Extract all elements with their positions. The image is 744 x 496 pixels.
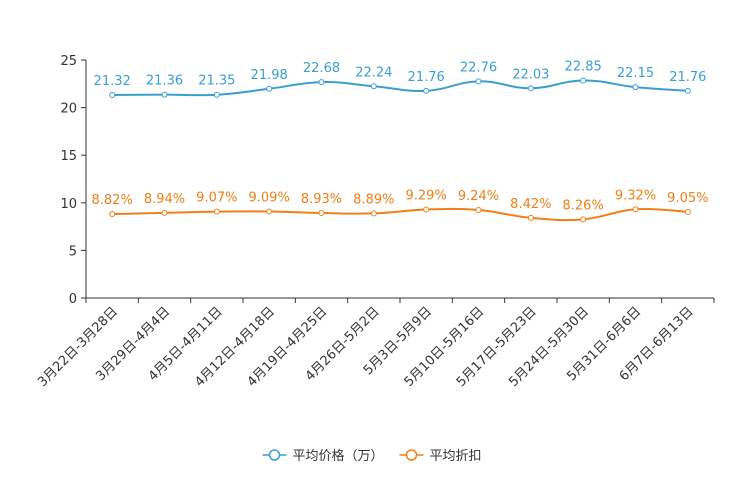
y-tick-label: 15 (60, 149, 77, 164)
data-point[interactable] (475, 78, 482, 85)
data-point[interactable] (266, 208, 273, 215)
legend-marker-icon (268, 449, 281, 461)
data-point[interactable] (423, 206, 430, 213)
data-point[interactable] (318, 79, 325, 86)
data-point[interactable] (161, 91, 168, 98)
data-label: 8.42% (510, 197, 551, 212)
data-point[interactable] (213, 91, 220, 98)
series-2: 8.82% 8.94% 9.07% 9.09% 8.93% 8.89% 9.29% 9.24%… (92, 188, 708, 223)
data-label: 21.98 (251, 68, 288, 83)
series-line (112, 207, 688, 222)
y-tick-label: 20 (60, 102, 77, 117)
data-point[interactable] (318, 209, 325, 216)
data-label: 21.32 (94, 74, 131, 89)
data-label: 8.26% (563, 198, 604, 213)
data-label: 22.85 (565, 59, 602, 74)
data-label: 21.76 (408, 70, 445, 85)
data-point[interactable] (684, 87, 691, 94)
y-axis-ticks: 0 5 10 15 20 25 (60, 54, 86, 307)
series-layer: 21.32 21.36 21.35 21.98 22.68 22.24 21.76 22.76… (92, 59, 708, 223)
data-point[interactable] (109, 92, 116, 99)
data-label: 22.68 (303, 61, 340, 76)
data-label: 22.03 (512, 67, 549, 82)
data-label: 8.82% (92, 193, 133, 208)
data-label: 22.24 (355, 65, 392, 80)
data-point[interactable] (161, 209, 168, 216)
data-label: 9.09% (249, 190, 290, 205)
legend-item-1[interactable]: 平均价格（万） (262, 448, 384, 464)
data-point[interactable] (213, 208, 220, 215)
data-label: 21.76 (669, 70, 706, 85)
data-point[interactable] (266, 85, 273, 92)
data-label: 9.07% (196, 191, 237, 206)
data-point[interactable] (109, 211, 116, 218)
data-label: 22.76 (460, 60, 497, 75)
legend-label: 平均折扣 (430, 449, 482, 464)
data-label: 8.93% (301, 192, 342, 207)
data-label: 9.24% (458, 189, 499, 204)
data-point[interactable] (632, 206, 639, 213)
y-tick-label: 10 (60, 197, 77, 212)
y-tick-label: 5 (69, 244, 77, 259)
series-line (112, 79, 688, 97)
legend[interactable]: 平均价格（万） 平均折扣 (262, 448, 482, 464)
data-label: 22.15 (617, 66, 654, 81)
data-label: 9.32% (615, 188, 656, 203)
data-point[interactable] (527, 214, 534, 221)
y-tick-label: 0 (69, 292, 77, 307)
data-point[interactable] (527, 85, 534, 92)
data-point[interactable] (580, 216, 587, 223)
legend-label: 平均价格（万） (292, 448, 383, 464)
data-label: 9.05% (667, 191, 708, 206)
data-point[interactable] (475, 207, 482, 214)
data-label: 8.89% (353, 192, 394, 207)
series-1: 21.32 21.36 21.35 21.98 22.68 22.24 21.76 22.76… (94, 59, 706, 99)
data-label: 9.29% (406, 189, 447, 204)
data-point[interactable] (684, 208, 691, 215)
x-axis-ticks: 3月22日-3月28日3月29日-4月4日4月5日-4月11日4月12日-4月1… (35, 298, 715, 390)
data-point[interactable] (370, 210, 377, 217)
data-point[interactable] (632, 84, 639, 91)
legend-item-2[interactable]: 平均折扣 (399, 449, 482, 464)
data-point[interactable] (580, 77, 587, 84)
legend-marker-icon (405, 449, 418, 461)
y-tick-label: 25 (60, 54, 77, 69)
data-label: 21.35 (198, 74, 235, 89)
data-point[interactable] (423, 87, 430, 94)
data-point[interactable] (370, 83, 377, 90)
data-label: 8.94% (144, 192, 185, 207)
data-label: 21.36 (146, 74, 183, 89)
